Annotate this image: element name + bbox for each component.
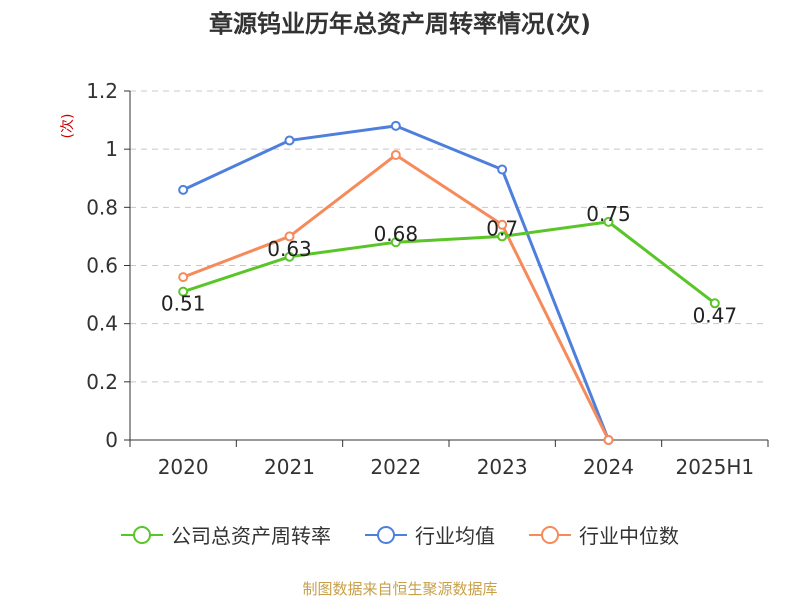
y-tick-label: 0.8 (86, 195, 118, 219)
gridlines (130, 90, 768, 383)
series (178, 120, 720, 445)
data-point-1[interactable] (178, 184, 189, 195)
legend-item-industry-mean[interactable]: 行业均值 (365, 520, 495, 549)
legend-marker-industry-mean (365, 525, 407, 544)
data-point-2[interactable] (178, 272, 189, 283)
data-point-0[interactable] (178, 286, 189, 297)
data-point-2[interactable] (390, 149, 401, 160)
x-tick-label: 2023 (477, 455, 528, 479)
data-point-0[interactable] (390, 237, 401, 248)
legend-item-industry-median[interactable]: 行业中位数 (529, 520, 679, 549)
data-label: 0.75 (586, 202, 631, 226)
legend: 公司总资产周转率 行业均值 行业中位数 (0, 520, 800, 549)
x-tick-label: 2025H1 (675, 455, 754, 479)
legend-marker-industry-median (529, 525, 571, 544)
y-tick-label: 0.6 (86, 254, 118, 278)
data-point-2[interactable] (284, 231, 295, 242)
data-labels: 0.51 0.63 0.68 0.7 0.75 0.47 (161, 202, 737, 327)
data-point-0[interactable] (603, 216, 614, 227)
x-tick-label: 2020 (158, 455, 209, 479)
data-point-0[interactable] (284, 251, 295, 262)
series-line-2 (182, 153, 610, 441)
data-point-0[interactable] (709, 298, 720, 309)
data-point-1[interactable] (284, 135, 295, 146)
series-line-0 (182, 220, 716, 305)
legend-label-company: 公司总资产周转率 (171, 524, 331, 548)
data-point-2[interactable] (603, 435, 614, 445)
y-tick-label: 1 (105, 137, 118, 161)
y-axis-label: (次) (60, 114, 76, 139)
axes: 0 0.2 0.4 0.6 0.8 1 1.2 2020 2021 2022 2023 2024 202… (86, 79, 769, 479)
data-point-1[interactable] (390, 120, 401, 131)
data-point-1[interactable] (497, 164, 508, 175)
x-tick-label: 2021 (264, 455, 315, 479)
legend-marker-company (121, 525, 163, 544)
source-footer: 制图数据来自恒生聚源数据库 (302, 580, 498, 598)
legend-item-company[interactable]: 公司总资产周转率 (121, 520, 331, 549)
chart-title: 章源钨业历年总资产周转率情况(次) (209, 10, 591, 38)
y-tick-label: 1.2 (86, 79, 118, 103)
x-tick-label: 2024 (583, 455, 634, 479)
series-line-1 (182, 124, 610, 441)
legend-label-industry-mean: 行业均值 (415, 524, 495, 548)
y-tick-label: 0.2 (86, 370, 118, 394)
y-tick-label: 0.4 (86, 312, 118, 336)
data-label: 0.51 (161, 292, 206, 316)
y-tick-label: 0 (105, 428, 118, 452)
data-label: 0.63 (267, 237, 312, 261)
x-tick-label: 2022 (370, 455, 421, 479)
legend-label-industry-median: 行业中位数 (579, 524, 679, 548)
data-label: 0.7 (486, 216, 518, 240)
data-label: 0.68 (374, 222, 419, 246)
data-point-0[interactable] (497, 231, 508, 242)
data-label: 0.47 (693, 303, 738, 327)
data-point-2[interactable] (497, 219, 508, 230)
